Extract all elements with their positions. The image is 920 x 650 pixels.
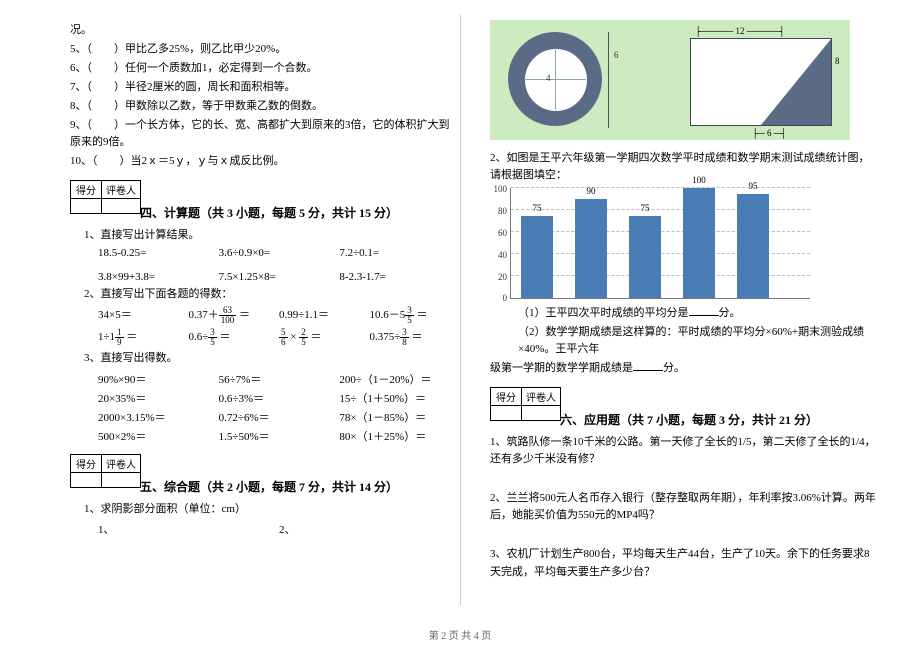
page-footer: 第 2 页 共 4 页 bbox=[0, 627, 920, 642]
q2-text: 2、直接写出下面各题的得数： bbox=[70, 286, 460, 303]
calc-row: 500×2%＝1.5÷50%＝80×（1＋25%）＝ bbox=[70, 428, 460, 444]
tf-item: 7、（ ）半径2厘米的圆，周长和面积相等。 bbox=[70, 79, 460, 96]
tf-item: 5、（ ）甲比乙多25%，则乙比甲少20%。 bbox=[70, 41, 460, 58]
calc-row: 90%×90＝56÷7%＝200÷（1－20%）＝ bbox=[70, 371, 460, 387]
tf-item: 9、（ ）一个长方体，它的长、宽、高都扩大到原来的3倍，它的体积扩大到原来的9倍… bbox=[70, 117, 460, 151]
calc-row: 2000×3.15%＝0.72÷6%＝78×（1－85%）＝ bbox=[70, 409, 460, 425]
intro-text: 况。 bbox=[70, 22, 460, 39]
bar-chart: 0 20 40 60 80 100 75 90 75 100 95 bbox=[510, 188, 810, 299]
bar: 75 bbox=[629, 216, 661, 299]
calc-row: 1÷119 ＝ 0.6÷35 ＝ 56 × 25 ＝ 0.375÷38 ＝ bbox=[70, 328, 460, 347]
sub-items: 1、 2、 bbox=[70, 521, 460, 537]
sub2a: （2）数学学期成绩是这样算的：平时成绩的平均分×60%+期末测验成绩×40%。王… bbox=[490, 324, 880, 358]
column-divider bbox=[460, 15, 461, 605]
calc-row: 3.8×99+3.8= 7.5×1.25×8= 8-2.3-1.7= bbox=[70, 271, 460, 283]
score-box: 得分评卷人 bbox=[70, 454, 141, 488]
tf-item: 6、（ ）任何一个质数加1，必定得到一个合数。 bbox=[70, 60, 460, 77]
calc-row: 20×35%＝0.6÷3%＝15÷（1＋50%）＝ bbox=[70, 390, 460, 406]
calc-row: 34×5＝ 0.37＋63100 ＝ 0.99÷1.1＝ 10.6－535 ＝ bbox=[70, 306, 460, 325]
chart-area: 0 20 40 60 80 100 75 90 75 100 95 bbox=[510, 188, 810, 299]
section-6-title: 六、应用题（共 7 小题，每题 3 分，共计 21 分） bbox=[560, 411, 880, 428]
q3-text: 3、直接写出得数。 bbox=[70, 350, 460, 367]
rect-box bbox=[690, 38, 832, 126]
bar: 100 bbox=[683, 188, 715, 298]
score-box: 得分评卷人 bbox=[70, 180, 141, 214]
left-column: 况。 5、（ ）甲比乙多25%，则乙比甲少20%。 6、（ ）任何一个质数加1，… bbox=[70, 20, 475, 620]
app-q: 1、筑路队修一条10千米的公路。第一天修了全长的1/5，第二天修了全长的1/4，… bbox=[490, 434, 880, 468]
triangle-shade bbox=[761, 39, 831, 125]
dim-bot: ├─ 6 ─┤ bbox=[752, 128, 787, 138]
ring-inner bbox=[524, 48, 588, 112]
calc-row: 18.5-0.25= 3.6÷0.9×0= 7.2÷0.1= bbox=[70, 247, 460, 259]
bar: 75 bbox=[521, 216, 553, 299]
section-4-title: 四、计算题（共 3 小题，每题 5 分，共计 15 分） bbox=[140, 204, 460, 221]
section-5-title: 五、综合题（共 2 小题，每题 7 分，共计 14 分） bbox=[140, 478, 460, 495]
bar: 90 bbox=[575, 199, 607, 298]
q1-text: 1、直接写出计算结果。 bbox=[70, 227, 460, 244]
app-q: 3、农机厂计划生产800台，平均每天生产44台，生产了10天。余下的任务要求8天… bbox=[490, 546, 880, 580]
geometry-diagram: 4 6 ├───── 12 ─────┤ 8 ├─ 6 ─┤ bbox=[490, 20, 850, 140]
score-box: 得分评卷人 bbox=[490, 387, 561, 421]
q5-1: 1、求阴影部分面积（单位：cm） bbox=[70, 501, 460, 518]
score-label: 得分 bbox=[491, 388, 522, 406]
grader-label: 评卷人 bbox=[102, 454, 141, 472]
right-column: 4 6 ├───── 12 ─────┤ 8 ├─ 6 ─┤ 2、如图是王平六年… bbox=[475, 20, 880, 620]
page: 况。 5、（ ）甲比乙多25%，则乙比甲少20%。 6、（ ）任何一个质数加1，… bbox=[0, 0, 920, 650]
dim-top: ├───── 12 ─────┤ bbox=[695, 26, 785, 36]
grader-label: 评卷人 bbox=[522, 388, 561, 406]
dim-right: 8 bbox=[835, 56, 840, 66]
sub2b: 级第一学期的数学学期成绩是分。 bbox=[490, 360, 880, 377]
inner-radius-label: 4 bbox=[546, 73, 551, 83]
outer-dim-label: 6 bbox=[614, 50, 619, 60]
score-label: 得分 bbox=[71, 181, 102, 199]
bar: 95 bbox=[737, 194, 769, 299]
sub1: （1）王平四次平时成绩的平均分是分。 bbox=[490, 305, 880, 322]
app-q: 2、兰兰将500元人名币存入银行（整存整取两年期），年利率按3.06%计算。两年… bbox=[490, 490, 880, 524]
tf-item: 8、（ ）甲数除以乙数，等于甲数乘乙数的倒数。 bbox=[70, 98, 460, 115]
dim-line bbox=[608, 32, 609, 128]
score-label: 得分 bbox=[71, 454, 102, 472]
tf-item: 10、（ ）当2ｘ＝5ｙ，ｙ与ｘ成反比例。 bbox=[70, 153, 460, 170]
grader-label: 评卷人 bbox=[102, 181, 141, 199]
